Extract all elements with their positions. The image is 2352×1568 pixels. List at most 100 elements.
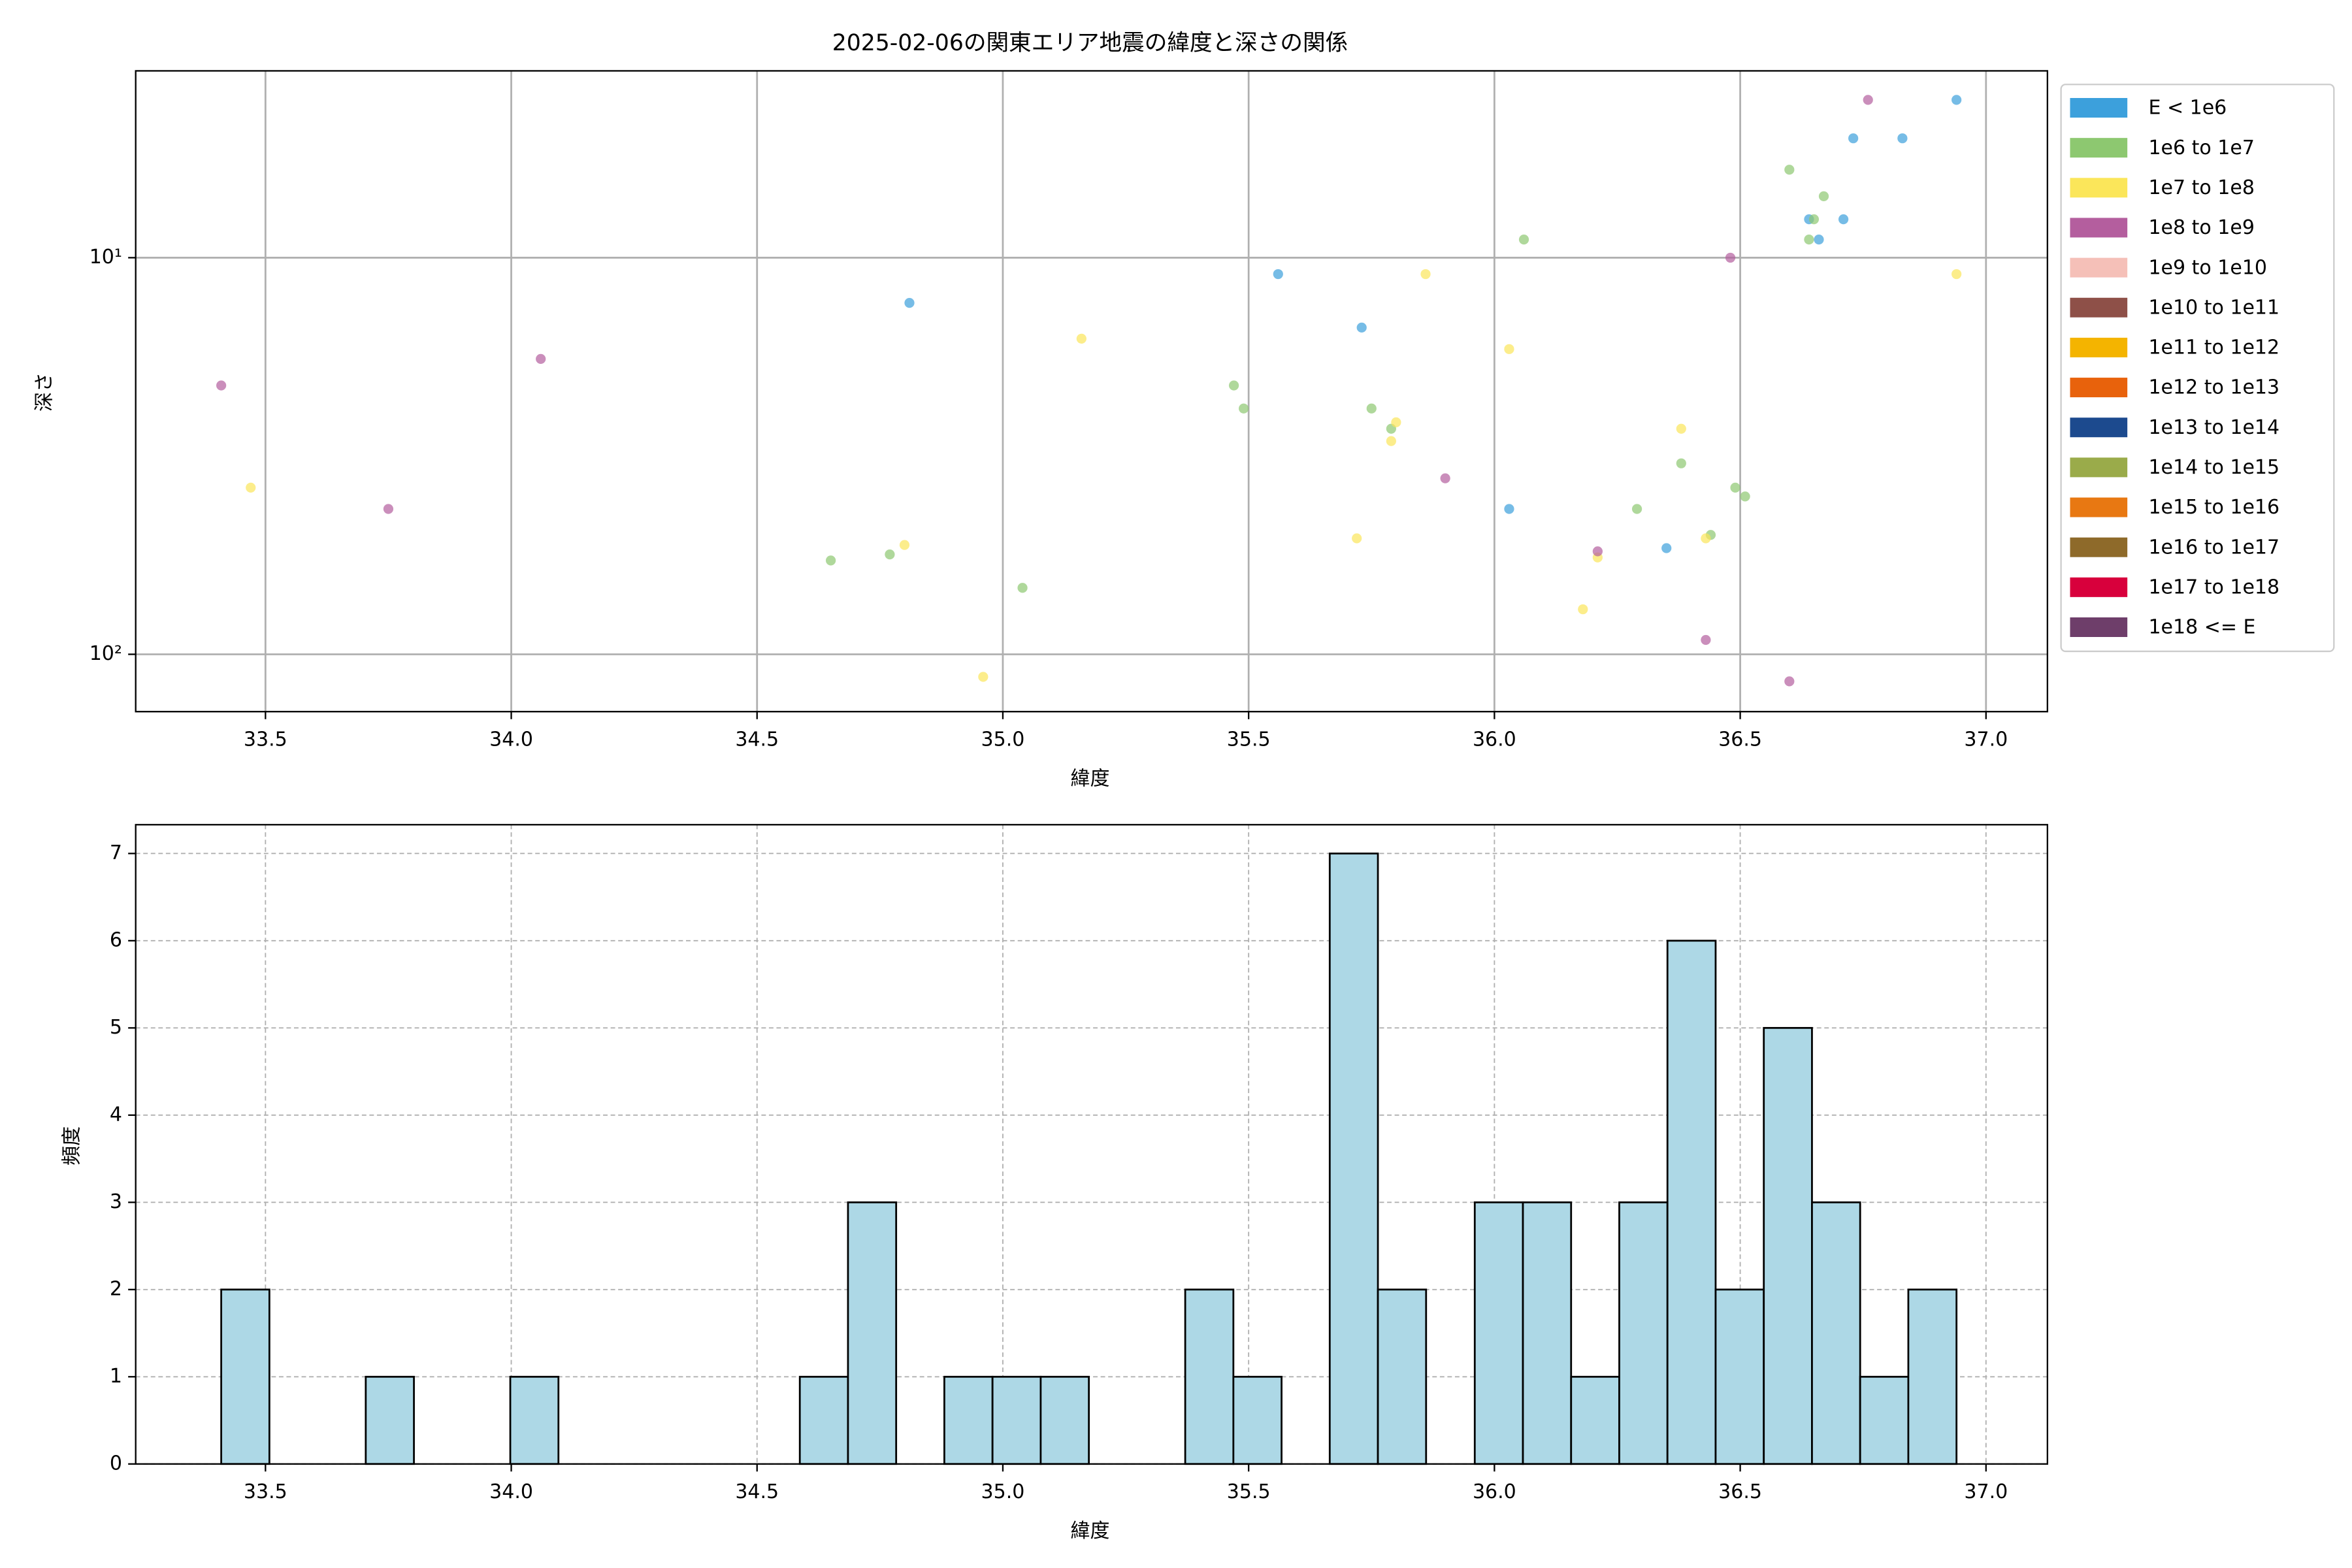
scatter-point (1808, 214, 1820, 225)
scatter-point (1897, 133, 1908, 144)
histogram-bar (365, 1375, 415, 1465)
scatter-point (1952, 95, 1962, 105)
scatter-point (1863, 95, 1873, 105)
histogram-bar (798, 1375, 849, 1465)
x-tick-label: 37.0 (1964, 1480, 2008, 1503)
scatter-point (1631, 504, 1642, 514)
chart-title: 2025-02-06の関東エリア地震の緯度と深さの関係 (832, 30, 1348, 56)
y-tick-label: 10² (90, 642, 122, 665)
legend-swatch (2070, 457, 2128, 478)
scatter-point (246, 482, 256, 493)
scatter-point (1740, 491, 1750, 502)
scatter-point (1504, 344, 1514, 354)
axes-frame (135, 70, 2048, 713)
legend-label: 1e15 to 1e16 (2148, 496, 2279, 519)
scatter-point (536, 353, 546, 365)
scatter-point (1661, 543, 1672, 553)
histogram-bar (943, 1375, 994, 1465)
legend-swatch (2070, 337, 2128, 357)
x-tick-label: 36.5 (1718, 728, 1762, 751)
axes-frame (135, 824, 2048, 1465)
legend-swatch (2070, 257, 2128, 278)
legend-label: 1e14 to 1e15 (2148, 456, 2279, 479)
histogram-bar (1039, 1375, 1090, 1465)
x-axis-label: 緯度 (1070, 1520, 1109, 1543)
legend-swatch (2070, 138, 2128, 158)
scatter-point (1440, 473, 1450, 483)
x-axis-label: 緯度 (1070, 768, 1109, 791)
x-tick-label: 34.5 (735, 728, 779, 751)
scatter-point (825, 555, 836, 566)
scatter-point (1676, 458, 1686, 468)
scatter-point (978, 672, 988, 682)
scatter-point (1784, 165, 1795, 175)
histogram-bar (1328, 852, 1379, 1465)
y-tick-label: 7 (110, 841, 122, 864)
x-tick-label: 36.0 (1473, 728, 1516, 751)
scatter-point (1504, 504, 1514, 514)
x-tick-label: 34.5 (735, 1480, 779, 1503)
scatter-point (1725, 252, 1736, 263)
x-tick-label: 34.0 (489, 1480, 533, 1503)
x-tick-label: 35.0 (981, 728, 1025, 751)
scatter-point (899, 540, 910, 550)
scatter-point (1420, 269, 1431, 280)
legend-swatch (2070, 218, 2128, 238)
scatter-point (1814, 235, 1824, 245)
histogram-bar (1811, 1201, 1861, 1465)
histogram-bar (1377, 1288, 1428, 1465)
scatter-point (1366, 403, 1377, 414)
x-tick-label: 33.5 (244, 728, 287, 751)
legend-label: 1e13 to 1e14 (2148, 416, 2279, 439)
legend-swatch (2070, 537, 2128, 557)
scatter-point (216, 380, 227, 391)
y-axis-label: 頻度 (60, 1126, 83, 1166)
y-tick-label: 6 (110, 928, 122, 951)
histogram-bar (1907, 1288, 1958, 1465)
histogram-bar (1232, 1375, 1282, 1465)
scatter-point (1848, 133, 1859, 144)
legend-swatch (2070, 378, 2128, 398)
scatter-point (1701, 533, 1711, 544)
histogram-bar (1184, 1288, 1235, 1465)
scatter-point (383, 504, 394, 514)
scatter-point (1701, 634, 1711, 645)
x-tick-label: 34.0 (489, 728, 533, 751)
legend-box (2060, 84, 2335, 653)
scatter-point (1273, 269, 1283, 280)
y-tick-label: 10¹ (90, 246, 122, 269)
legend-swatch (2070, 297, 2128, 318)
y-tick-label: 4 (110, 1103, 122, 1126)
scatter-point (1017, 583, 1028, 593)
histogram-bar (1473, 1201, 1524, 1465)
scatter-point (1838, 214, 1849, 225)
legend-swatch (2070, 617, 2128, 637)
legend-label: 1e12 to 1e13 (2148, 376, 2279, 399)
legend-label: 1e17 to 1e18 (2148, 576, 2279, 599)
histogram-bar (1859, 1375, 1910, 1465)
legend-label: 1e9 to 1e10 (2148, 256, 2267, 279)
histogram-bar (847, 1201, 898, 1465)
legend-label: 1e16 to 1e17 (2148, 536, 2279, 559)
x-tick-label: 35.5 (1227, 728, 1271, 751)
y-tick-label: 0 (110, 1452, 122, 1475)
scatter-point (1239, 403, 1249, 414)
histogram-bar (1763, 1026, 1813, 1465)
histogram-bar (1618, 1201, 1669, 1465)
scatter-point (1076, 333, 1086, 344)
legend-swatch (2070, 577, 2128, 597)
legend-label: 1e10 to 1e11 (2148, 296, 2279, 319)
legend-label: 1e8 to 1e9 (2148, 216, 2254, 239)
x-tick-label: 33.5 (244, 1480, 287, 1503)
scatter-point (1518, 235, 1529, 245)
histogram-bar (509, 1375, 560, 1465)
histogram-bar (991, 1375, 1042, 1465)
scatter-point (1386, 436, 1396, 446)
y-tick-label: 2 (110, 1277, 122, 1300)
x-tick-label: 35.0 (981, 1480, 1025, 1503)
scatter-point (1228, 380, 1239, 391)
y-axis-label: 深さ (33, 372, 56, 412)
y-tick-label: 5 (110, 1016, 122, 1039)
